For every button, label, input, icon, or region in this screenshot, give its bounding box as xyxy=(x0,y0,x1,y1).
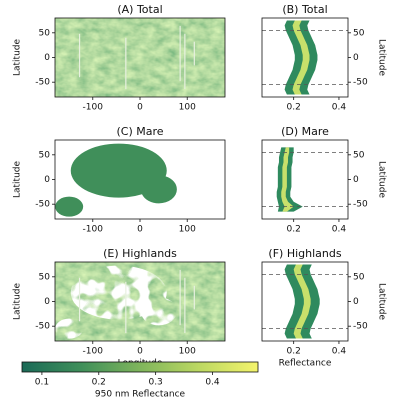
outer-band xyxy=(284,20,318,95)
outer-band xyxy=(284,264,320,339)
y-tick-label: 50 xyxy=(39,272,51,282)
x-tick-label: 0.3 xyxy=(148,378,162,388)
y-axis-label: Latitude xyxy=(377,39,387,77)
x-tick-label: 100 xyxy=(179,347,196,357)
mare-regions xyxy=(55,143,177,217)
y-tick-label: -50 xyxy=(353,78,368,88)
x-tick-label: 0.2 xyxy=(287,103,301,113)
panel-title: (C) Mare xyxy=(116,125,163,138)
map-image xyxy=(55,18,225,97)
x-tick-label: 0.4 xyxy=(332,103,347,113)
x-axis-label: Reflectance xyxy=(279,359,332,369)
x-tick-label: -100 xyxy=(83,103,104,113)
y-tick-label: 50 xyxy=(353,272,365,282)
y-tick-label: 50 xyxy=(353,28,365,38)
y-tick-label: -50 xyxy=(353,322,368,332)
y-tick-label: 0 xyxy=(353,175,359,185)
colorbar xyxy=(22,362,258,372)
map-image xyxy=(55,262,225,341)
y-tick-label: 50 xyxy=(353,150,365,160)
x-tick-label: 0.2 xyxy=(287,347,301,357)
y-axis-label: Latitude xyxy=(377,283,387,321)
x-tick-label: 0.4 xyxy=(332,225,347,235)
y-tick-label: 0 xyxy=(44,53,50,63)
x-tick-label: 100 xyxy=(179,103,196,113)
y-axis-label: Latitude xyxy=(377,161,387,199)
x-tick-label: -100 xyxy=(83,225,104,235)
y-tick-label: 0 xyxy=(44,175,50,185)
x-tick-label: 0.4 xyxy=(205,378,220,388)
y-axis-label: Latitude xyxy=(13,161,23,199)
y-tick-label: 50 xyxy=(39,150,51,160)
y-tick-label: -50 xyxy=(35,78,50,88)
panel-title: (D) Mare xyxy=(281,125,329,138)
y-tick-label: 0 xyxy=(353,297,359,307)
y-axis-label: Latitude xyxy=(13,283,23,321)
x-tick-label: 0 xyxy=(137,225,143,235)
outer-band xyxy=(276,147,303,212)
y-tick-label: -50 xyxy=(353,200,368,210)
x-tick-label: 100 xyxy=(179,225,196,235)
panel-title: (E) Highlands xyxy=(103,247,177,260)
x-tick-label: 0.2 xyxy=(287,225,301,235)
x-tick-label: 0.4 xyxy=(332,347,347,357)
x-tick-label: 0 xyxy=(137,347,143,357)
y-tick-label: 50 xyxy=(39,28,51,38)
x-tick-label: -100 xyxy=(83,347,104,357)
panel-title: (F) Highlands xyxy=(268,247,341,260)
map-texture xyxy=(55,18,225,97)
map-image xyxy=(55,143,177,217)
x-tick-label: 0.2 xyxy=(92,378,106,388)
plot-frame xyxy=(261,139,349,220)
y-tick-label: 0 xyxy=(44,297,50,307)
inner-band xyxy=(281,147,294,212)
inner-band xyxy=(293,264,311,339)
x-tick-label: 0.1 xyxy=(35,378,49,388)
plot-frame xyxy=(21,361,259,373)
panel-title: (B) Total xyxy=(282,3,327,16)
y-tick-label: -50 xyxy=(35,322,50,332)
y-tick-label: -50 xyxy=(35,200,50,210)
inner-band xyxy=(292,20,310,95)
x-axis-label: 950 nm Reflectance xyxy=(95,390,186,400)
x-tick-label: 0 xyxy=(137,103,143,113)
y-tick-label: 0 xyxy=(353,53,359,63)
panel-title: (A) Total xyxy=(117,3,162,16)
y-axis-label: Latitude xyxy=(13,39,23,77)
